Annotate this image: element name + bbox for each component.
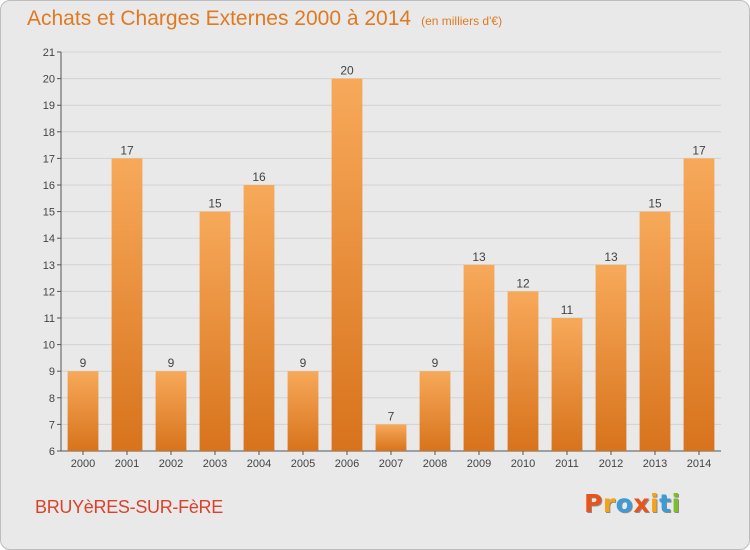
bar — [683, 158, 715, 451]
x-tick-label: 2006 — [335, 458, 359, 470]
y-tick-label: 8 — [49, 393, 55, 405]
bar — [507, 291, 539, 451]
bar — [111, 158, 143, 451]
logo-letter: x — [633, 489, 650, 518]
x-tick-label: 2012 — [599, 458, 623, 470]
bar-value-label: 20 — [340, 64, 354, 78]
bar — [375, 424, 407, 451]
bar-value-label: 11 — [561, 303, 574, 317]
chart-title: Achats et Charges Externes 2000 à 2014 — [27, 7, 412, 30]
logo-letter: P — [584, 489, 603, 518]
bar — [639, 211, 671, 451]
bar — [419, 371, 451, 451]
bar — [243, 185, 275, 451]
y-tick-label: 12 — [43, 286, 55, 298]
y-tick-label: 18 — [43, 127, 55, 139]
bar-value-label: 13 — [472, 250, 486, 264]
bar — [595, 264, 627, 451]
y-tick-label: 14 — [43, 233, 55, 245]
bar-value-label: 13 — [604, 250, 618, 264]
x-tick-label: 2011 — [555, 458, 579, 470]
bar — [463, 264, 495, 451]
y-tick-label: 15 — [43, 207, 55, 219]
x-tick-label: 2005 — [291, 458, 315, 470]
y-tick-label: 21 — [43, 47, 55, 59]
x-tick-label: 2010 — [511, 458, 535, 470]
y-tick-label: 6 — [49, 446, 55, 458]
x-tick-label: 2013 — [643, 458, 667, 470]
logo-letter: t — [659, 489, 672, 518]
bar-value-label: 16 — [252, 170, 266, 184]
y-tick-label: 11 — [44, 313, 55, 325]
logo-letter: r — [602, 489, 616, 518]
bar — [155, 371, 187, 451]
labels: 6 7 8 9 10 11 12 13 14 15 16 17 18 19 20 21 9 2000 17 2001 9… — [43, 47, 711, 470]
bar-value-label: 17 — [692, 143, 706, 157]
x-tick-label: 2004 — [247, 458, 271, 470]
commune-name: BRUYèRES-SUR-FèRE — [35, 497, 223, 517]
proxiti-logo: Proxiti — [584, 489, 681, 518]
bar-value-label: 9 — [432, 356, 439, 370]
bar-value-label: 9 — [168, 356, 175, 370]
logo-letter: i — [671, 489, 681, 518]
bar-value-label: 17 — [120, 143, 134, 157]
bar-value-label: 12 — [516, 276, 530, 290]
chart-subtitle: (en milliers d'€) — [421, 14, 503, 28]
bar — [199, 211, 231, 451]
bar — [287, 371, 319, 451]
bar — [551, 318, 583, 451]
chart-header: Achats et Charges Externes 2000 à 2014 (e… — [27, 7, 502, 31]
y-tick-label: 17 — [43, 153, 55, 165]
bar — [331, 78, 363, 451]
bar-value-label: 9 — [80, 356, 87, 370]
x-tick-label: 2002 — [159, 458, 183, 470]
y-tick-label: 19 — [43, 100, 55, 112]
bar-value-label: 15 — [648, 197, 662, 211]
bar — [67, 371, 99, 451]
x-tick-label: 2008 — [423, 458, 447, 470]
logo-letter: o — [615, 489, 634, 518]
y-tick-label: 20 — [43, 74, 55, 86]
y-tick-label: 16 — [43, 180, 55, 192]
x-tick-label: 2003 — [203, 458, 227, 470]
x-tick-label: 2009 — [467, 458, 491, 470]
x-tick-label: 2014 — [687, 458, 711, 470]
y-tick-label: 9 — [49, 366, 55, 378]
y-tick-label: 7 — [49, 419, 55, 431]
bar-value-label: 7 — [388, 409, 395, 423]
x-tick-label: 2001 — [115, 458, 139, 470]
bar-value-label: 9 — [300, 356, 307, 370]
x-tick-label: 2007 — [379, 458, 403, 470]
bar-value-label: 15 — [208, 197, 222, 211]
bars — [67, 78, 715, 451]
x-tick-label: 2000 — [71, 458, 95, 470]
logo-letter: i — [650, 489, 660, 518]
y-tick-label: 13 — [43, 260, 55, 272]
y-tick-label: 10 — [43, 340, 55, 352]
